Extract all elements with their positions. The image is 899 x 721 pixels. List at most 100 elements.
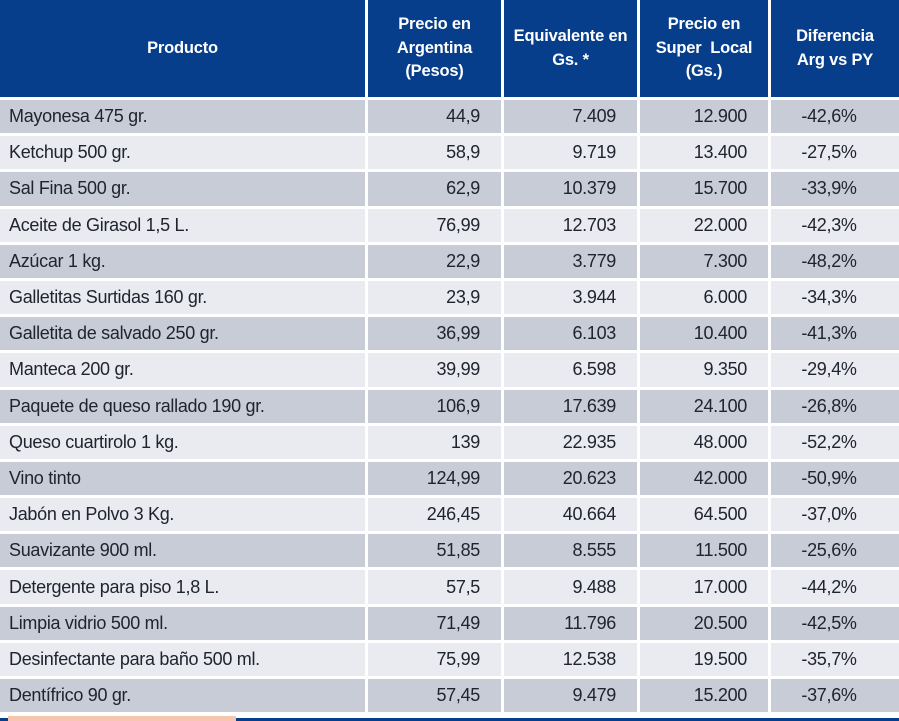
product-cell: Paquete de queso rallado 190 gr.	[0, 389, 365, 423]
equivalente-gs-cell: 9.719	[504, 136, 637, 170]
price-argentina-cell: 39,99	[368, 353, 501, 387]
equivalente-gs-cell: 3.944	[504, 280, 637, 315]
precio-super-local-cell: 7.300	[640, 244, 768, 278]
diferencia-cell: -27,5%	[771, 136, 899, 170]
precio-super-local-cell: 19.500	[640, 642, 768, 676]
diferencia-cell: -42,5%	[771, 606, 899, 640]
precio-super-local-cell: 6.000	[640, 280, 768, 315]
table-row: Jabón en Polvo 3 Kg. 246,45 40.664 64.500 -3…	[0, 498, 899, 532]
table-row: Aceite de Girasol 1,5 L. 76,99 12.703 22.00…	[0, 208, 899, 242]
table-row: Desinfectante para baño 500 ml. 75,99 12.5…	[0, 642, 899, 676]
equivalente-gs-cell: 8.555	[504, 534, 637, 568]
precio-super-local-cell: 15.700	[640, 172, 768, 206]
table-row: Suavizante 900 ml. 51,85 8.555 11.500 -25,6%	[0, 534, 899, 568]
price-argentina-cell: 44,9	[368, 100, 501, 134]
diferencia-cell: -42,3%	[771, 208, 899, 242]
equivalente-gs-cell: 7.409	[504, 100, 637, 134]
product-cell: Aceite de Girasol 1,5 L.	[0, 208, 365, 242]
table-row: Manteca 200 gr. 39,99 6.598 9.350 -29,4%	[0, 353, 899, 387]
precio-super-local-cell: 20.500	[640, 606, 768, 640]
product-cell: Queso cuartirolo 1 kg.	[0, 425, 365, 459]
product-cell: Limpia vidrio 500 ml.	[0, 606, 365, 640]
header-cell-producto: Producto	[0, 0, 365, 97]
precio-super-local-cell: 15.200	[640, 679, 768, 713]
product-cell: Galletitas Surtidas 160 gr.	[0, 280, 365, 315]
price-argentina-cell: 57,45	[368, 679, 501, 713]
diferencia-cell: -35,7%	[771, 642, 899, 676]
product-cell: Suavizante 900 ml.	[0, 534, 365, 568]
equivalente-gs-cell: 6.103	[504, 317, 637, 351]
price-argentina-cell: 62,9	[368, 172, 501, 206]
equivalente-gs-cell: 12.538	[504, 642, 637, 676]
price-argentina-cell: 139	[368, 425, 501, 459]
precio-super-local-cell: 10.400	[640, 317, 768, 351]
table-row: Vino tinto 124,99 20.623 42.000 -50,9%	[0, 461, 899, 496]
table-row: Ketchup 500 gr. 58,9 9.719 13.400 -27,5%	[0, 136, 899, 170]
price-argentina-cell: 106,9	[368, 389, 501, 423]
table-header-row: Producto Precio en Argentina (Pesos) Equ…	[0, 0, 899, 97]
equivalente-gs-cell: 17.639	[504, 389, 637, 423]
product-cell: Vino tinto	[0, 461, 365, 496]
table-row: Galletitas Surtidas 160 gr. 23,9 3.944 6.00…	[0, 280, 899, 315]
precio-super-local-cell: 22.000	[640, 208, 768, 242]
table-row: Queso cuartirolo 1 kg. 139 22.935 48.000 -52…	[0, 425, 899, 459]
diferencia-cell: -42,6%	[771, 100, 899, 134]
table-row: Sal Fina 500 gr. 62,9 10.379 15.700 -33,9%	[0, 172, 899, 206]
bottom-strip	[0, 715, 899, 721]
product-cell: Detergente para piso 1,8 L.	[0, 570, 365, 604]
diferencia-cell: -41,3%	[771, 317, 899, 351]
price-argentina-cell: 57,5	[368, 570, 501, 604]
header-cell-diferencia: Diferencia Arg vs PY	[771, 0, 899, 97]
price-argentina-cell: 22,9	[368, 244, 501, 278]
product-cell: Dentífrico 90 gr.	[0, 679, 365, 713]
precio-super-local-cell: 48.000	[640, 425, 768, 459]
table-row: Mayonesa 475 gr. 44,9 7.409 12.900 -42,6%	[0, 100, 899, 134]
product-cell: Desinfectante para baño 500 ml.	[0, 642, 365, 676]
product-cell: Galletita de salvado 250 gr.	[0, 317, 365, 351]
price-argentina-cell: 76,99	[368, 208, 501, 242]
diferencia-cell: -50,9%	[771, 461, 899, 496]
diferencia-cell: -26,8%	[771, 389, 899, 423]
price-argentina-cell: 246,45	[368, 498, 501, 532]
equivalente-gs-cell: 40.664	[504, 498, 637, 532]
table-row: Limpia vidrio 500 ml. 71,49 11.796 20.500 -4…	[0, 606, 899, 640]
precio-super-local-cell: 11.500	[640, 534, 768, 568]
price-argentina-cell: 71,49	[368, 606, 501, 640]
product-cell: Manteca 200 gr.	[0, 353, 365, 387]
diferencia-cell: -52,2%	[771, 425, 899, 459]
diferencia-cell: -25,6%	[771, 534, 899, 568]
equivalente-gs-cell: 11.796	[504, 606, 637, 640]
table-row: Azúcar 1 kg. 22,9 3.779 7.300 -48,2%	[0, 244, 899, 278]
price-argentina-cell: 124,99	[368, 461, 501, 496]
bottom-border-line	[0, 718, 899, 721]
equivalente-gs-cell: 20.623	[504, 461, 637, 496]
header-cell-precio-argentina: Precio en Argentina (Pesos)	[368, 0, 501, 97]
precio-super-local-cell: 42.000	[640, 461, 768, 496]
footnote-highlight	[8, 716, 236, 721]
price-argentina-cell: 75,99	[368, 642, 501, 676]
diferencia-cell: -48,2%	[771, 244, 899, 278]
equivalente-gs-cell: 3.779	[504, 244, 637, 278]
product-cell: Mayonesa 475 gr.	[0, 100, 365, 134]
price-argentina-cell: 58,9	[368, 136, 501, 170]
header-cell-precio-super-local: Precio en Super Local (Gs.)	[640, 0, 768, 97]
precio-super-local-cell: 17.000	[640, 570, 768, 604]
price-argentina-cell: 51,85	[368, 534, 501, 568]
precio-super-local-cell: 24.100	[640, 389, 768, 423]
equivalente-gs-cell: 22.935	[504, 425, 637, 459]
product-cell: Azúcar 1 kg.	[0, 244, 365, 278]
price-argentina-cell: 23,9	[368, 280, 501, 315]
product-cell: Ketchup 500 gr.	[0, 136, 365, 170]
diferencia-cell: -37,0%	[771, 498, 899, 532]
equivalente-gs-cell: 12.703	[504, 208, 637, 242]
header-cell-equivalente-gs: Equivalente en Gs. *	[504, 0, 637, 97]
table-row: Detergente para piso 1,8 L. 57,5 9.488 17.0…	[0, 570, 899, 604]
diferencia-cell: -34,3%	[771, 280, 899, 315]
diferencia-cell: -44,2%	[771, 570, 899, 604]
equivalente-gs-cell: 10.379	[504, 172, 637, 206]
diferencia-cell: -37,6%	[771, 679, 899, 713]
table-row: Galletita de salvado 250 gr. 36,99 6.103 10…	[0, 317, 899, 351]
price-argentina-cell: 36,99	[368, 317, 501, 351]
equivalente-gs-cell: 9.488	[504, 570, 637, 604]
